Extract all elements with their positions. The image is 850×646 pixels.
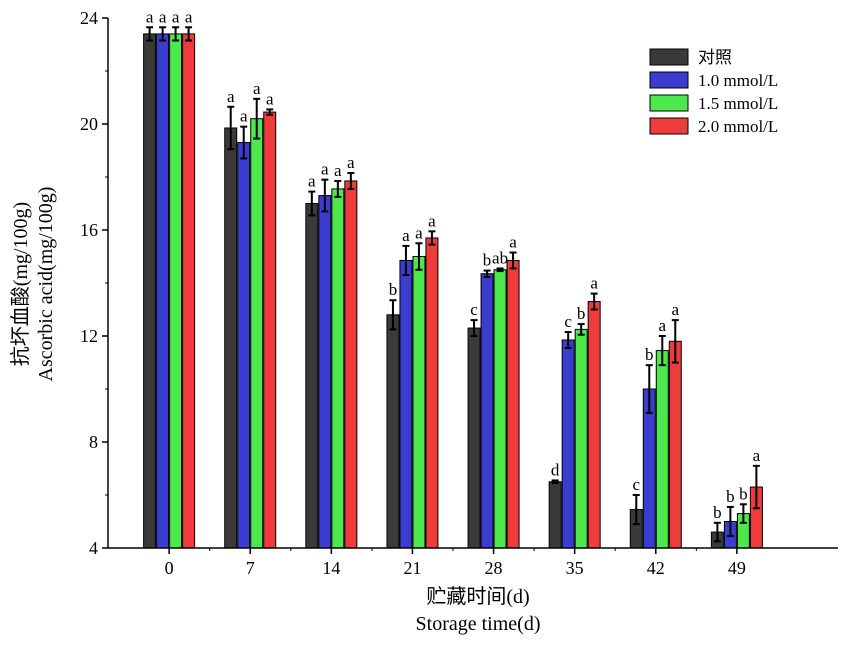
x-tick-label: 14 [322,558,340,578]
bar-1-5-mmol-L-21 [412,256,426,549]
bar-1-5-mmol-L-35 [574,328,588,549]
significance-label: a [172,7,180,26]
bar-1-5-mmol-L-7 [250,118,264,549]
legend: 对照 1.0 mmol/L 1.5 mmol/L 2.0 mmol/L [649,48,778,136]
x-tick-label: 0 [165,558,174,578]
y-axis-title-chinese: 抗坏血酸(mg/100g) [9,202,32,366]
significance-label: c [633,475,641,494]
significance-label: a [347,153,355,172]
bar---28 [467,327,481,549]
significance-label: a [253,79,261,98]
bar---21 [386,314,400,549]
significance-label: a [185,7,193,26]
bar-2-0-mmol-L-28 [506,259,520,549]
significance-label: b [483,251,492,270]
bar-1-5-mmol-L-0 [169,33,183,549]
y-tick-label: 24 [80,8,98,28]
significance-label: c [564,312,572,331]
significance-label: a [266,89,274,108]
significance-label: ab [492,248,508,267]
bar-1-0-mmol-L-7 [237,142,251,549]
bar-2-0-mmol-L-21 [425,237,439,549]
bar---0 [143,33,157,549]
legend-swatch [649,71,689,89]
bar-1-0-mmol-L-28 [480,273,494,549]
y-tick-label: 12 [80,326,98,346]
bar-2-0-mmol-L-7 [263,111,277,549]
legend-swatch [649,117,689,135]
significance-label: a [227,87,235,106]
significance-label: a [659,316,667,335]
bar-1-0-mmol-L-35 [561,339,575,549]
x-axis-title-english: Storage time(d) [416,613,541,635]
bar-2-0-mmol-L-14 [344,180,358,549]
significance-label: a [672,300,680,319]
bar-1-0-mmol-L-14 [318,195,332,549]
bar-1-5-mmol-L-14 [331,188,345,549]
bar-2-0-mmol-L-0 [182,33,196,549]
significance-label: d [551,460,560,479]
legend-swatch [649,94,689,112]
bar---7 [224,127,238,549]
significance-label: a [415,223,423,242]
significance-label: a [428,211,436,230]
x-tick-label: 42 [647,558,665,578]
significance-label: b [389,280,398,299]
y-tick-label: 20 [80,114,98,134]
bar---35 [548,481,562,549]
bar-1-5-mmol-L-28 [493,269,507,549]
y-axis-title-english: Ascorbic acid(mg/100g) [35,187,57,382]
x-tick-label: 28 [485,558,503,578]
legend-label: 1.5 mmol/L [698,94,778,113]
y-tick-label: 16 [80,220,98,240]
legend-label: 1.0 mmol/L [698,71,778,90]
bar-1-0-mmol-L-0 [156,33,170,549]
x-axis-title-chinese: 贮藏时间(d) [426,585,529,608]
significance-label: b [726,487,735,506]
significance-label: a [308,172,316,191]
bar-1-5-mmol-L-42 [655,350,669,549]
significance-label: a [402,226,410,245]
bar-1-0-mmol-L-21 [399,259,413,549]
legend-label: 2.0 mmol/L [698,117,778,136]
significance-label: a [509,233,517,252]
y-tick-label: 4 [89,538,98,558]
significance-label: b [645,345,654,364]
significance-label: a [334,161,342,180]
bar-2-0-mmol-L-35 [587,301,601,549]
x-tick-label: 7 [246,558,255,578]
significance-label: c [470,300,478,319]
significance-label: b [577,304,586,323]
x-tick-label: 49 [728,558,746,578]
significance-label: a [159,7,167,26]
legend-swatch [649,48,689,66]
significance-label: a [590,274,598,293]
legend-label: 对照 [698,48,732,67]
bar-2-0-mmol-L-42 [668,340,682,549]
significance-label: a [240,107,248,126]
bar---14 [305,203,319,549]
x-tick-label: 35 [566,558,584,578]
significance-label: b [713,503,722,522]
axes: 4 8 12 16 20 24 0 7 14 21 28 35 42 49 [80,8,838,578]
significance-label: b [739,484,748,503]
y-tick-label: 8 [89,432,98,452]
significance-label: a [146,7,154,26]
significance-label: a [753,446,761,465]
significance-label: a [321,160,329,179]
x-tick-label: 21 [403,558,421,578]
